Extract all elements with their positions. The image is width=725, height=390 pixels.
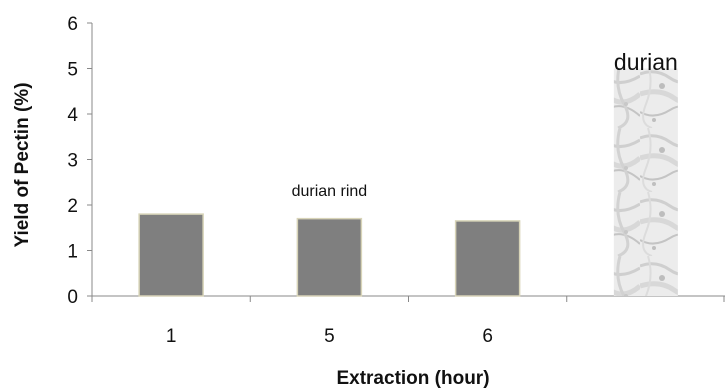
bar-6	[454, 220, 521, 297]
x-axis-title: Extraction (hour)	[336, 368, 489, 389]
annotation-durian-rind: durian rind	[292, 183, 368, 200]
x-tick-label: 5	[324, 326, 335, 347]
y-tick-label: 2	[67, 196, 78, 217]
annotation-durian: durian	[614, 49, 678, 75]
y-tick-label: 6	[67, 14, 78, 35]
y-tick-label: 1	[67, 242, 78, 263]
bar-1	[138, 213, 204, 297]
y-axis: 0 1 2 3 4 5 6	[67, 14, 93, 308]
y-tick-label: 0	[67, 287, 78, 308]
bar-5	[296, 217, 363, 297]
y-axis-title: Yield of Pectin (%)	[12, 82, 33, 247]
y-tick-label: 4	[67, 105, 78, 126]
bar-durian	[613, 68, 678, 296]
x-tick-label: 6	[482, 326, 493, 347]
y-tick-label: 5	[67, 60, 78, 81]
x-tick-label: 1	[166, 326, 177, 347]
y-tick-label: 3	[67, 151, 78, 172]
x-axis: 1 5 6	[91, 295, 725, 347]
bars	[138, 68, 678, 297]
